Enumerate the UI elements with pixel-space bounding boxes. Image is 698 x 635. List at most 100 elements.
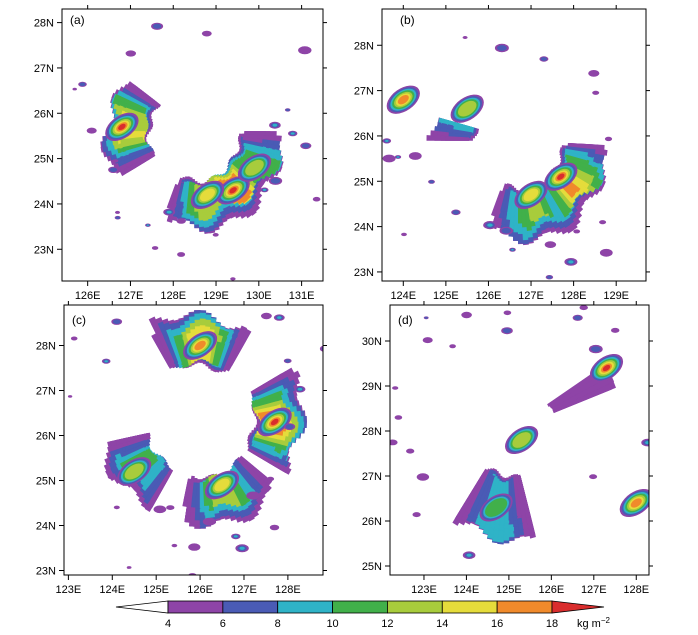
rainband-segment — [122, 142, 145, 152]
convective-cell — [261, 312, 272, 320]
rainband-segment — [564, 150, 588, 161]
rainband-segment — [464, 474, 488, 514]
convective-cell — [449, 344, 456, 349]
colorbar-level-label: 14 — [436, 618, 448, 630]
convective-cell — [385, 139, 389, 142]
convective-cell — [113, 505, 120, 510]
convective-cell — [112, 319, 121, 325]
convective-cell — [604, 136, 613, 142]
convective-cell — [462, 36, 468, 39]
panel-b-tag: (b) — [400, 13, 415, 27]
convective-cell — [297, 387, 303, 391]
rainband-segment — [228, 337, 247, 366]
rainband-segment — [242, 139, 264, 148]
convective-cell — [67, 395, 73, 398]
convective-cell — [115, 216, 120, 219]
y-tick-label: 28N — [34, 18, 54, 30]
panel-b-field — [382, 36, 613, 280]
y-tick-label: 26N — [36, 431, 56, 443]
x-tick-label: 126E — [187, 584, 213, 596]
convective-cell — [661, 361, 671, 367]
colorbar-level-label: 6 — [220, 618, 226, 630]
x-tick-label: 128E — [561, 290, 587, 302]
convective-cell — [396, 156, 400, 158]
x-tick-label: 127E — [118, 290, 144, 302]
convective-cell — [406, 448, 415, 454]
convective-cell — [390, 439, 398, 446]
convective-cell — [201, 30, 212, 37]
rainband-segment — [221, 339, 236, 366]
x-tick-label: 123E — [411, 584, 437, 596]
y-tick-label: 28N — [354, 40, 374, 52]
rainband-segment — [253, 443, 278, 457]
convective-cell — [422, 337, 433, 344]
convective-cell — [588, 70, 600, 77]
panel-d-yticks: 25N 26N 27N 28N 29N 30N — [362, 336, 653, 573]
convective-cell — [540, 57, 548, 61]
rainband-segment — [123, 102, 146, 115]
y-tick-label: 26N — [354, 131, 374, 143]
panel-d-frame — [389, 304, 650, 576]
rainband-segment — [445, 136, 470, 141]
convective-cell — [544, 241, 557, 249]
panel-b-xticks: 124E 125E 126E 127E 128E 129E — [390, 5, 629, 302]
convective-cell — [70, 336, 78, 341]
convective-cell — [599, 220, 607, 225]
panel-c: 123E 124E 125E 126E 127E 128E 23N 24N 25N 26N 27N… — [36, 301, 327, 596]
colorbar-swatch — [387, 600, 443, 614]
rainband-segment — [253, 439, 276, 452]
colorbar-units-text: kg m — [577, 618, 601, 630]
convective-cell — [239, 546, 245, 550]
convective-cell — [125, 50, 136, 57]
panel-b-yticks: 23N 24N 25N 26N 27N 28N — [354, 40, 650, 279]
convective-cell — [79, 82, 86, 87]
rainband-segment — [225, 337, 242, 366]
rainband-segment — [255, 404, 280, 414]
y-tick-label: 26N — [362, 516, 382, 528]
panel-a-field — [72, 22, 321, 281]
maximum-contour — [200, 188, 215, 202]
convective-cell — [511, 248, 514, 251]
convective-cell — [171, 543, 178, 548]
convective-cell — [394, 415, 403, 420]
x-tick-label: 127E — [231, 584, 257, 596]
maximum-contour — [523, 188, 539, 202]
rainband-segment — [564, 153, 590, 165]
convective-cell — [424, 316, 428, 319]
convective-cell — [599, 248, 613, 257]
y-tick-label: 24N — [36, 521, 56, 533]
convective-cell — [233, 535, 238, 538]
convective-cell — [461, 311, 472, 319]
panel-b: 124E 125E 126E 127E 128E 129E 23N 24N 25N 26N 27N… — [354, 5, 650, 302]
convective-cell — [126, 566, 132, 569]
x-tick-label: 129E — [603, 290, 629, 302]
convective-cell — [152, 23, 162, 29]
colorbar-swatch — [332, 600, 388, 614]
rainband-segment — [171, 183, 182, 208]
maximum-contour — [118, 123, 126, 131]
rainband-segment — [195, 483, 201, 510]
colorbar-swatch — [496, 600, 553, 614]
convective-cell — [86, 127, 97, 134]
x-tick-label: 126E — [75, 290, 101, 302]
rainband-segment — [470, 474, 491, 513]
colorbar-swatch — [167, 600, 224, 614]
y-tick-label: 28N — [362, 426, 382, 438]
convective-cell — [188, 543, 201, 551]
maximum-contour — [245, 159, 264, 176]
colorbar-units-exponent: −2 — [601, 616, 611, 625]
y-tick-label: 25N — [354, 176, 374, 188]
convective-cell — [546, 275, 553, 279]
y-tick-label: 30N — [362, 336, 382, 348]
convective-cell — [146, 224, 149, 226]
rainband-segment — [458, 475, 485, 515]
rainband-segment — [244, 460, 267, 482]
y-tick-label: 25N — [34, 154, 54, 166]
convective-cell — [551, 287, 558, 291]
convective-cell — [285, 108, 290, 112]
convective-cell — [568, 260, 574, 264]
panel-d: 123E 124E 125E 126E 127E 128E 25N 26N 27N 28N 29N… — [362, 287, 671, 596]
convective-cell — [104, 360, 108, 363]
y-tick-label: 25N — [36, 476, 56, 488]
convective-cell — [59, 446, 64, 449]
